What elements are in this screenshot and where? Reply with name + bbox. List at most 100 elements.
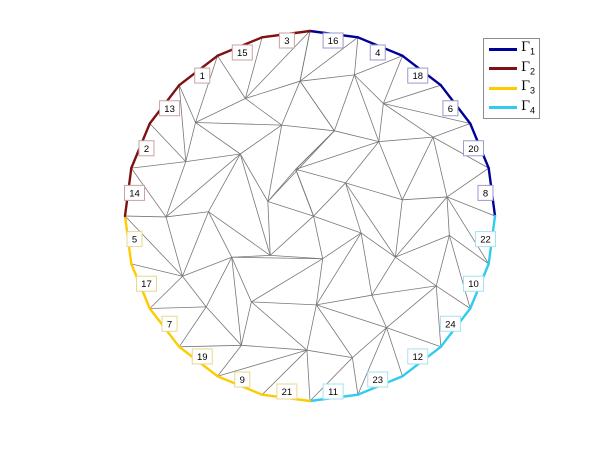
- legend-label-gamma1: Γ1: [521, 40, 536, 57]
- label-text: 16: [328, 36, 339, 47]
- label-box: [231, 44, 253, 61]
- mesh-edge: [182, 256, 233, 277]
- mesh-edge: [382, 84, 442, 104]
- label-box: [159, 100, 181, 117]
- label-box: [367, 371, 389, 388]
- mesh-edge: [315, 258, 324, 306]
- mesh-edge: [240, 344, 308, 351]
- label-box: [124, 184, 146, 201]
- mesh-edge: [195, 122, 241, 155]
- mesh-edge: [165, 211, 209, 218]
- mesh-edge: [360, 232, 373, 296]
- mesh-edge: [432, 123, 471, 138]
- mesh-edge: [239, 153, 271, 256]
- mesh-edge: [446, 196, 490, 265]
- label-text: 10: [468, 279, 479, 290]
- label-text: 4: [375, 48, 380, 59]
- mesh-edge: [386, 327, 442, 348]
- label-box: [463, 140, 485, 157]
- mesh-edge: [378, 103, 384, 143]
- mesh-edge: [371, 256, 396, 296]
- mesh-edge: [394, 256, 437, 287]
- label-text: 5: [132, 235, 137, 246]
- mesh-edge: [378, 136, 434, 143]
- legend-line-sample-gamma3: [489, 86, 517, 90]
- mesh-edge: [205, 306, 242, 346]
- mesh-edge: [165, 161, 187, 218]
- label-text: 18: [412, 71, 423, 82]
- mesh-edge: [261, 349, 308, 396]
- mesh-edge: [250, 301, 317, 306]
- mesh-edge: [351, 357, 359, 396]
- mesh-edge: [269, 254, 324, 260]
- label-box: [442, 100, 459, 117]
- boundary-edge-label-12: 12: [407, 348, 429, 365]
- mesh-edge: [401, 136, 434, 201]
- mesh-edge: [130, 161, 187, 169]
- legend-line-sample-gamma2: [489, 67, 517, 71]
- mesh-edge: [446, 167, 490, 198]
- mesh-edge: [250, 258, 324, 303]
- label-box: [135, 275, 157, 292]
- boundary-edge-label-1: 1: [194, 67, 211, 84]
- mesh-edge: [267, 201, 271, 256]
- boundary-edge-label-22: 22: [474, 231, 496, 248]
- label-box: [369, 44, 386, 61]
- mesh-edge: [250, 301, 308, 351]
- label-text: 7: [167, 319, 172, 330]
- legend-line-sample-gamma1: [489, 47, 517, 51]
- mesh-edge: [267, 201, 314, 217]
- label-text: 19: [197, 352, 208, 363]
- mesh-edge: [306, 349, 311, 402]
- label-text: 9: [240, 375, 245, 386]
- mesh-edge: [231, 256, 252, 303]
- mesh-edge: [351, 327, 387, 359]
- legend-entry-gamma1: Γ1: [484, 40, 539, 59]
- mesh-edge: [345, 141, 380, 184]
- mesh-edge: [124, 215, 167, 218]
- mesh-edge: [299, 36, 359, 82]
- boundary-edge-label-6: 6: [442, 100, 459, 117]
- mesh-edge: [149, 306, 207, 309]
- mesh-edge: [281, 124, 335, 132]
- mesh-edge: [435, 234, 450, 287]
- mesh-edge: [267, 124, 283, 202]
- mesh-edge: [244, 30, 311, 99]
- mesh-edge: [448, 234, 490, 265]
- mesh-edge: [371, 294, 387, 329]
- mesh-edge: [309, 357, 353, 402]
- legend-entry-gamma3: Γ3: [484, 79, 539, 98]
- mesh-edge: [165, 153, 241, 218]
- mesh-edge: [394, 199, 403, 258]
- boundary-edge-label-13: 13: [159, 100, 181, 117]
- boundary-edge-label-7: 7: [161, 315, 178, 332]
- label-box: [194, 67, 211, 84]
- label-box: [278, 32, 295, 49]
- mesh-edge: [353, 74, 380, 143]
- mesh-edge: [208, 211, 271, 256]
- mesh-edge: [446, 196, 450, 236]
- mesh-edge: [205, 256, 233, 308]
- label-box: [463, 275, 485, 292]
- mesh-edge: [315, 304, 387, 329]
- mesh-edge: [244, 80, 301, 99]
- label-text: 6: [448, 104, 453, 115]
- mesh-edge: [313, 215, 362, 234]
- mesh-edge: [357, 327, 387, 396]
- mesh-edge: [217, 344, 242, 377]
- mesh-edge: [382, 103, 471, 124]
- mesh-edge: [231, 256, 324, 260]
- mesh-edge: [345, 182, 362, 234]
- mesh-edge: [315, 294, 373, 306]
- label-box: [276, 383, 298, 400]
- mesh-edge: [299, 80, 335, 132]
- label-text: 1: [200, 71, 205, 82]
- mesh-edge: [386, 285, 437, 329]
- mesh-edge: [435, 285, 471, 309]
- mesh-edge: [208, 211, 233, 258]
- label-text: 21: [282, 387, 293, 398]
- mesh-edge: [239, 124, 283, 155]
- mesh-edge: [244, 36, 263, 99]
